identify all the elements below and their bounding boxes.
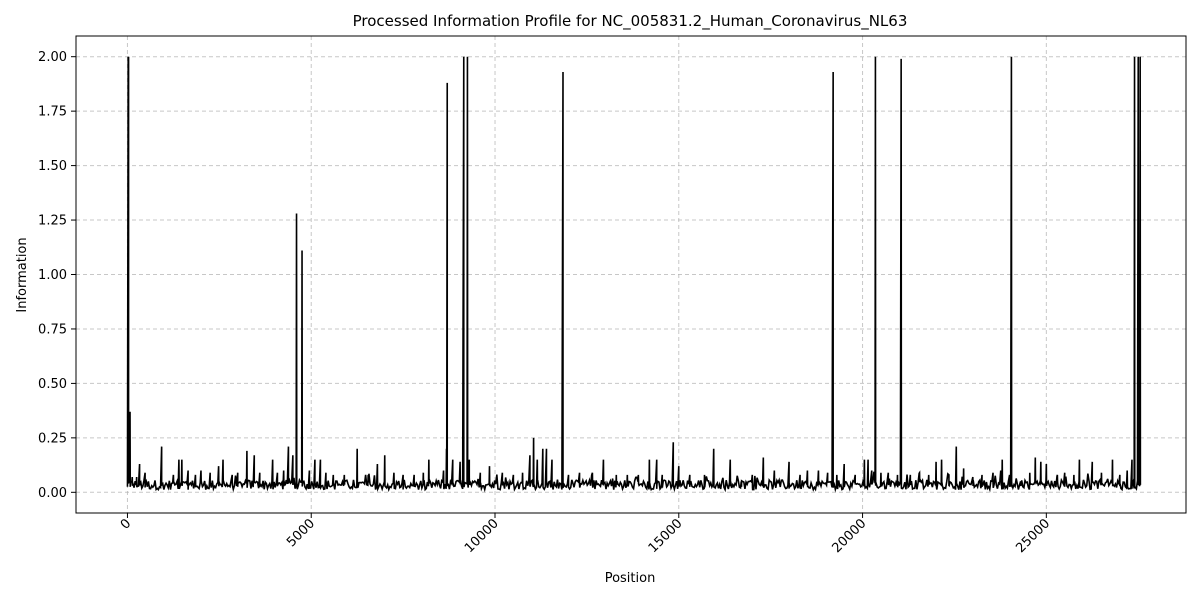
y-tick-label: 1.25 — [38, 214, 67, 229]
y-tick-label: 0.75 — [38, 322, 67, 337]
chart-title: Processed Information Profile for NC_005… — [353, 12, 908, 31]
y-axis: 0.00 0.25 0.50 0.75 1.00 1.25 1.50 1.75 2.00 — [38, 50, 76, 501]
y-tick-label: 1.75 — [38, 105, 67, 120]
series-line — [126, 56, 1142, 493]
y-tick-label: 0.50 — [38, 377, 67, 392]
y-axis-label: Information — [15, 237, 30, 312]
grid — [76, 36, 1186, 513]
series-layer — [126, 56, 1142, 493]
y-tick-label: 1.00 — [38, 268, 67, 283]
y-tick-label: 0.00 — [38, 486, 67, 501]
y-tick-label: 1.50 — [38, 159, 67, 174]
y-tick-label: 2.00 — [38, 50, 67, 65]
y-tick-label: 0.25 — [38, 431, 67, 446]
x-axis-label: Position — [605, 571, 656, 586]
